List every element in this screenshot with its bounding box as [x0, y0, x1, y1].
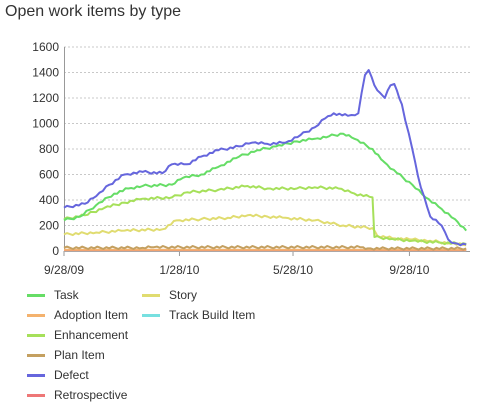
legend-label: Task	[54, 288, 79, 302]
legend-label: Track Build Item	[169, 308, 256, 322]
legend-swatch	[27, 354, 45, 357]
legend-swatch	[27, 394, 45, 397]
legend-label: Adoption Item	[54, 308, 129, 322]
legend-label: Plan Item	[54, 348, 105, 362]
legend-label: Story	[169, 288, 198, 302]
y-tick-label: 200	[39, 219, 59, 233]
series-line-plan-item	[63, 245, 467, 251]
y-tick-label: 1600	[32, 40, 59, 54]
series-line-defect	[63, 69, 467, 247]
axes	[63, 47, 470, 256]
legend-swatch	[142, 314, 160, 317]
legend-swatch	[142, 294, 160, 297]
y-tick-label: 600	[39, 168, 59, 182]
y-tick-labels: 0 200 400 600 800 1000 1200 1400 1600	[32, 40, 59, 258]
y-tick-label: 0	[52, 244, 59, 258]
legend-swatch	[27, 334, 45, 337]
y-tick-label: 1000	[32, 117, 59, 131]
legend-swatch	[27, 314, 45, 317]
y-tick-label: 400	[39, 193, 59, 207]
y-tick-label: 1400	[32, 66, 59, 80]
x-tick-label: 9/28/10	[389, 263, 429, 277]
legend-label: Enhancement	[54, 328, 129, 342]
x-tick-label: 5/28/10	[273, 263, 313, 277]
line-chart: 0 200 400 600 800 1000 1200 1400 1600 9/28/09 1/2…	[32, 40, 470, 277]
legend-label: Defect	[54, 368, 89, 382]
legend-swatch	[27, 294, 45, 297]
x-tick-label: 1/28/10	[159, 263, 199, 277]
y-tick-label: 800	[39, 142, 59, 156]
x-tick-labels: 9/28/09 1/28/10 5/28/10 9/28/10	[44, 263, 430, 277]
legend-swatch	[27, 374, 45, 377]
x-tick-label: 9/28/09	[44, 263, 84, 277]
series-lines	[63, 69, 467, 252]
y-tick-label: 1200	[32, 91, 59, 105]
series-line-task	[63, 132, 467, 232]
legend-label: Retrospective	[54, 388, 128, 402]
series-line-enhancement	[63, 184, 467, 246]
chart-title: Open work items by type	[5, 3, 182, 20]
